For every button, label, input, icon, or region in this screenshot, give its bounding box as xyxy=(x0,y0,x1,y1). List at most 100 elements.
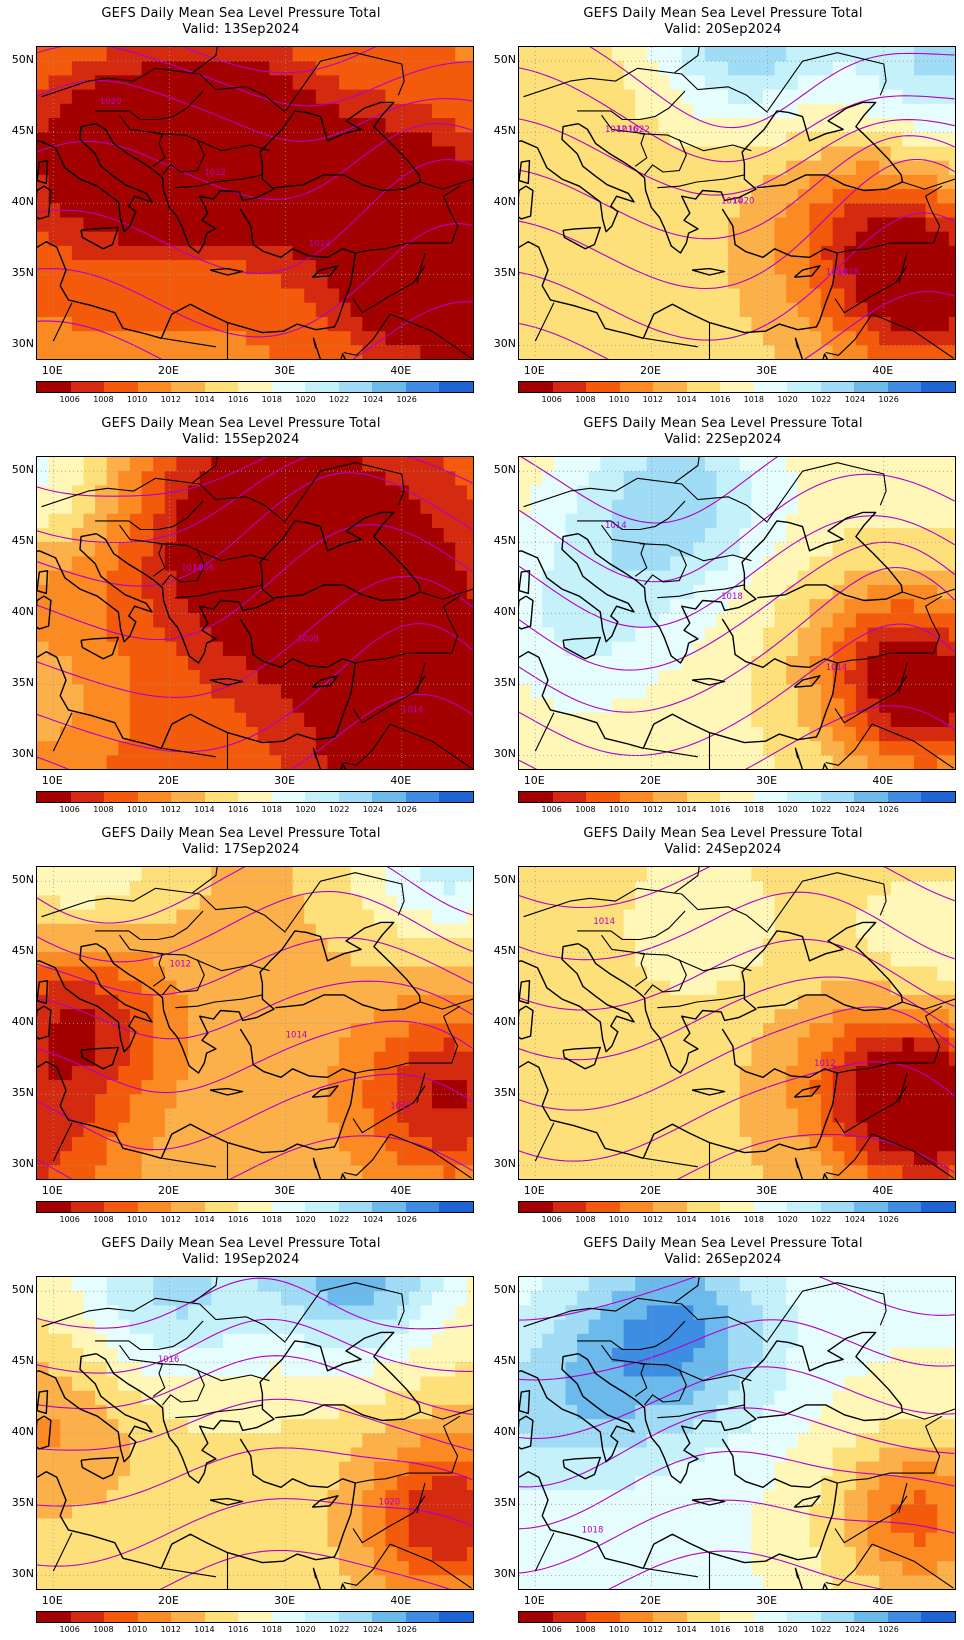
isobar-line xyxy=(37,457,268,497)
colorbar-swatch xyxy=(720,1612,754,1622)
country-border xyxy=(192,47,218,74)
colorbar-swatch xyxy=(305,382,339,392)
coastline xyxy=(793,1085,821,1098)
country-border xyxy=(834,1085,908,1134)
isobar-label: 1018 xyxy=(837,267,859,277)
panel-valid-date: Valid: 17Sep2024 xyxy=(182,842,300,857)
colorbar-label: 1006 xyxy=(541,805,562,814)
panel-valid-date: Valid: 15Sep2024 xyxy=(182,432,300,447)
colorbar-label: 1014 xyxy=(194,1215,215,1224)
colorbar-label: 1022 xyxy=(329,1215,350,1224)
country-border xyxy=(420,178,473,190)
colorbar-label: 1024 xyxy=(844,1625,866,1634)
pressure-map: 1014 1012 1012 xyxy=(36,866,474,1180)
colorbar-swatch xyxy=(552,792,587,802)
colorbar-swatch xyxy=(70,1202,105,1212)
longitude-label: 30E xyxy=(756,1594,778,1607)
colorbar-swatch xyxy=(171,792,205,802)
isobar-label: 1014 xyxy=(286,1030,308,1040)
colorbar xyxy=(36,381,474,393)
latitude-label: 40N xyxy=(11,195,34,209)
colorbar-label: 1014 xyxy=(194,1625,215,1634)
country-border xyxy=(534,712,555,752)
colorbar-swatch xyxy=(271,1202,306,1212)
country-border xyxy=(355,185,461,254)
country-border xyxy=(95,1320,204,1351)
latitude-label: 45N xyxy=(493,944,516,958)
isobar-line xyxy=(608,1550,884,1589)
colorbar-label: 1010 xyxy=(608,805,630,814)
colorbar-label: 1014 xyxy=(676,805,697,814)
country-border xyxy=(41,1297,286,1343)
country-border xyxy=(898,252,908,284)
colorbar-swatch xyxy=(271,382,306,392)
colorbar-label: 1018 xyxy=(261,1215,283,1224)
colorbar-swatch xyxy=(854,1202,888,1212)
country-border xyxy=(175,174,263,189)
colorbar-label: 1008 xyxy=(93,1215,114,1224)
coastline xyxy=(311,675,339,688)
coastline xyxy=(519,943,635,1053)
country-border xyxy=(420,588,473,600)
country-border xyxy=(157,953,270,972)
country-border xyxy=(767,462,887,522)
latitude-label: 35N xyxy=(493,1496,516,1510)
isobar-label: 1020 xyxy=(379,1497,401,1507)
colorbar-swatch xyxy=(271,1612,306,1622)
colorbar-swatch xyxy=(238,1202,272,1212)
colorbar-label: 1024 xyxy=(362,1625,384,1634)
country-border xyxy=(902,1408,955,1420)
country-border xyxy=(119,524,166,577)
country-border xyxy=(192,867,218,894)
country-border xyxy=(837,185,943,254)
colorbar xyxy=(36,1611,474,1623)
coastline xyxy=(519,159,531,185)
colorbar-label: 1014 xyxy=(676,395,697,404)
colorbar-swatch xyxy=(204,382,239,392)
colorbar-label: 1006 xyxy=(541,1215,562,1224)
map-panel-13Sep2024: GEFS Daily Mean Sea Level Pressure Total… xyxy=(0,0,482,410)
colorbar-swatch xyxy=(686,1612,721,1622)
longitude-label: 10E xyxy=(523,1184,545,1197)
latitude-label: 30N xyxy=(11,1157,34,1171)
colorbar-swatch xyxy=(70,1612,105,1622)
map-panel-20Sep2024: GEFS Daily Mean Sea Level Pressure Total… xyxy=(482,0,964,410)
country-border xyxy=(95,90,204,121)
isobar-line xyxy=(37,1020,473,1094)
longitude-label: 30E xyxy=(274,364,296,377)
longitude-label: 10E xyxy=(523,774,545,787)
country-border xyxy=(639,953,752,972)
colorbar-label: 1022 xyxy=(329,395,350,404)
colorbar-swatch xyxy=(204,1202,239,1212)
isobar-label: 1020 xyxy=(100,97,122,107)
latitude-label: 50N xyxy=(493,53,516,67)
longitude-label: 20E xyxy=(639,774,661,787)
colorbar-swatch xyxy=(519,1612,553,1622)
isobar-label: 1020 xyxy=(733,196,755,206)
coastline xyxy=(562,1456,602,1480)
colorbar-label: 1026 xyxy=(878,805,899,814)
isobar-line xyxy=(519,118,955,196)
latitude-label: 45N xyxy=(493,534,516,548)
colorbar-swatch xyxy=(238,1612,272,1622)
isobar-line xyxy=(519,212,955,341)
coastline xyxy=(37,618,356,749)
colorbar-label: 1008 xyxy=(93,805,114,814)
isobar-line xyxy=(37,301,473,359)
coastline xyxy=(519,569,531,595)
country-border xyxy=(52,302,73,342)
coastline xyxy=(37,123,153,233)
coastline xyxy=(209,1497,244,1506)
colorbar-swatch xyxy=(305,1612,339,1622)
colorbar-swatch xyxy=(338,382,373,392)
colorbar-label: 1024 xyxy=(844,805,866,814)
colorbar-label: 1024 xyxy=(844,1215,866,1224)
country-border xyxy=(343,1133,391,1176)
country-border xyxy=(52,1532,73,1572)
coastline xyxy=(311,1495,339,1508)
isobar-line xyxy=(519,473,955,583)
isobar-line xyxy=(519,541,955,671)
isobar-line xyxy=(37,937,473,996)
colorbar-label: 1010 xyxy=(126,395,148,404)
coastline xyxy=(691,1497,726,1506)
